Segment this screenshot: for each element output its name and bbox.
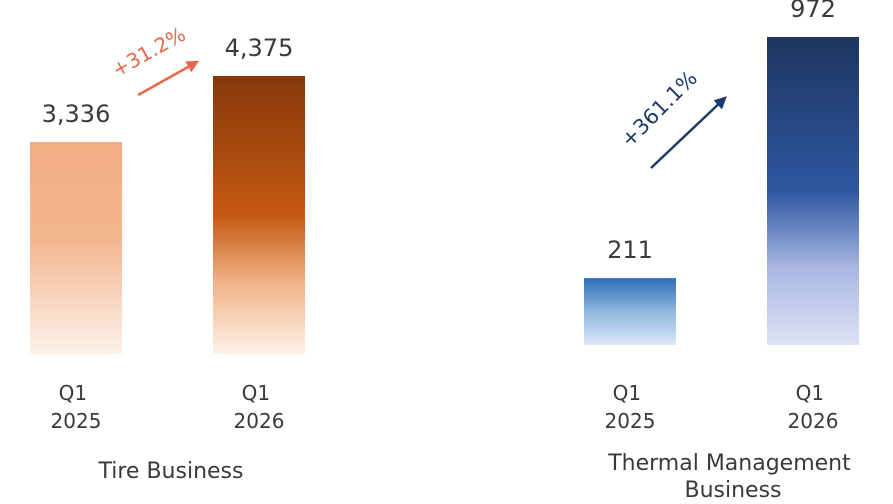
thermal-x-tick-q1-2026: Q1 2026 [788,381,839,433]
tire-value-label-q1-2025: 3,336 [42,100,111,128]
tire-growth-arrow [137,60,200,97]
thermal-bar-q1-2026 [767,37,859,345]
thermal-management-chart: 211 972 +361.1% Q1 2025 Q1 2026 Thermal … [584,0,859,503]
thermal-x-tick-q1-2025: Q1 2025 [605,381,656,433]
thermal-management-title: Thermal Management Business [607,451,858,503]
tire-x-tick-q1-2025: Q1 2025 [51,381,102,433]
thermal-value-label-q1-2026: 972 [790,0,836,23]
thermal-growth-arrow [650,96,727,169]
tire-business-title: Tire Business [98,459,244,484]
thermal-bar-q1-2025 [584,278,676,345]
tire-x-tick-q1-2026: Q1 2026 [234,381,285,433]
tire-bar-q1-2025 [30,142,122,354]
tire-bar-q1-2026 [213,76,305,354]
thermal-growth-label: +361.1% [616,66,702,152]
tire-business-chart: 3,336 4,375 +31.2% Q1 2025 Q1 2026 Tire … [30,22,305,484]
thermal-value-label-q1-2025: 211 [607,236,653,264]
tire-value-label-q1-2026: 4,375 [225,34,294,62]
